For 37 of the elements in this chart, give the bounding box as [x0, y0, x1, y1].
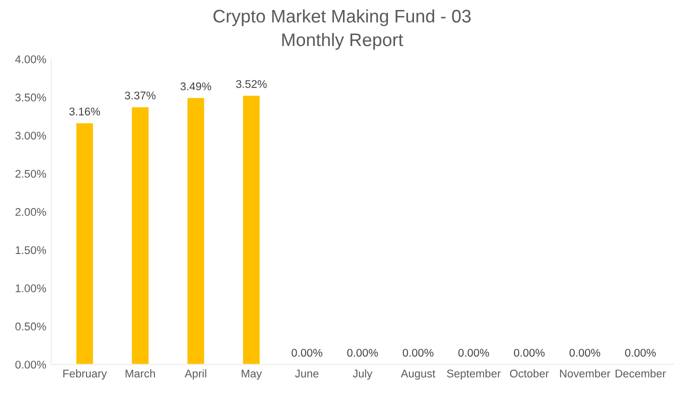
data-label: 0.00% — [458, 348, 490, 357]
x-tick-label: June — [295, 370, 318, 378]
x-tick-label: September — [447, 369, 501, 380]
data-label: 3.16% — [69, 108, 100, 116]
data-label: 0.00% — [625, 348, 656, 357]
x-tick-label: December — [616, 369, 666, 378]
data-label: 3.52% — [236, 80, 267, 88]
x-tick-label: August — [400, 370, 436, 380]
x-tick-label: October — [510, 369, 549, 378]
data-label: 0.00% — [292, 348, 322, 357]
y-tick-label: 0.50% — [15, 322, 46, 330]
y-tick-label: 2.00% — [15, 208, 46, 216]
bar — [76, 123, 93, 364]
x-tick-label: February — [63, 369, 107, 380]
x-tick-label: November — [560, 369, 610, 378]
chart-subtitle: Monthly Report — [282, 32, 404, 50]
y-tick-label: 1.00% — [16, 284, 46, 292]
x-tick-label: April — [184, 369, 206, 380]
data-label: 0.00% — [570, 348, 600, 357]
chart-title: Crypto Market Making Fund - 03 — [213, 9, 471, 26]
data-label: 3.37% — [124, 92, 156, 100]
data-label: 0.00% — [514, 348, 545, 357]
y-tick-label: 2.50% — [15, 170, 46, 178]
bar — [132, 107, 149, 364]
data-label: 0.00% — [402, 348, 434, 357]
data-label: 3.49% — [180, 82, 212, 90]
x-tick-label: July — [352, 369, 372, 380]
x-tick-label: May — [242, 370, 262, 380]
y-tick-label: 4.00% — [15, 55, 46, 64]
y-tick-label: 3.50% — [15, 94, 46, 102]
y-tick-label: 1.50% — [16, 246, 46, 254]
bar — [243, 96, 260, 364]
y-tick-label: 3.00% — [15, 132, 46, 140]
data-label: 0.00% — [347, 348, 378, 357]
bar — [187, 98, 204, 364]
x-tick-label: March — [126, 369, 155, 378]
y-tick-label: 0.00% — [15, 360, 46, 369]
